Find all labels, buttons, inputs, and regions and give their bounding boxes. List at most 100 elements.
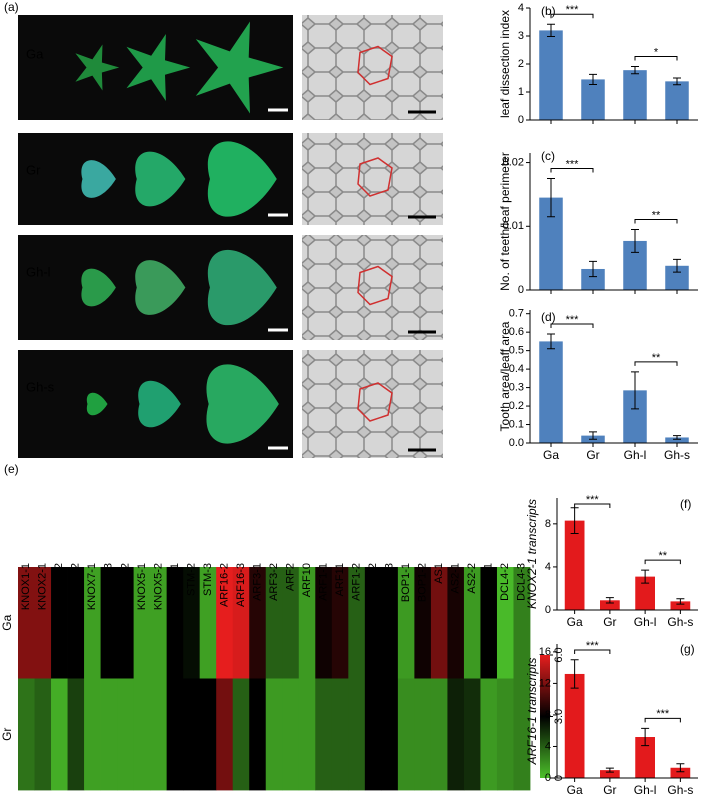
y-tick-label: 16	[539, 646, 551, 658]
column-label: ARF1-2	[350, 563, 362, 601]
heatmap-cell	[430, 567, 448, 679]
bar	[665, 265, 689, 290]
axes	[529, 8, 698, 121]
y-tick-label: 4	[545, 740, 551, 752]
x-tick-label: Gr	[603, 783, 616, 796]
column-label: ARF10	[301, 563, 313, 597]
significance-bracket	[574, 503, 611, 508]
heatmap-cell	[315, 567, 333, 679]
heatmap-cell	[249, 567, 267, 679]
y-tick-label: 1	[518, 86, 524, 98]
error-bar	[547, 333, 555, 350]
bar	[564, 520, 585, 610]
heatmap-cell	[397, 567, 415, 679]
error-bar	[673, 435, 681, 440]
column-label: KNOX1-2	[53, 563, 65, 610]
heatmap-cell	[166, 567, 184, 679]
bar	[665, 81, 689, 120]
error-bar	[631, 228, 639, 253]
panel-label: (f)	[680, 497, 691, 511]
heatmap-cell	[232, 678, 250, 791]
heatmap-cell	[364, 678, 382, 791]
column-label: STM-3	[202, 563, 214, 596]
significance-label: ***	[566, 158, 580, 170]
row-label: Ga	[26, 46, 44, 61]
leaf	[206, 364, 279, 444]
heatmap-cell	[282, 567, 300, 679]
column-label: DCL4-2	[499, 563, 511, 601]
y-tick-label: 0	[545, 604, 551, 616]
y-tick-label: 0	[518, 284, 524, 296]
heatmap-cell	[150, 567, 168, 679]
bar	[670, 767, 691, 778]
significance-bracket	[634, 56, 678, 61]
bar	[623, 390, 647, 443]
bar	[539, 341, 563, 443]
column-label: BOP1-1	[400, 563, 412, 602]
heatmap-cell	[150, 678, 168, 791]
heatmap-cell	[480, 567, 498, 679]
panel-label: (d)	[541, 310, 556, 324]
heatmap-cell	[67, 567, 85, 679]
heatmap-cell	[18, 678, 35, 791]
x-tick-label: Gh-s	[667, 615, 693, 629]
column-label: AS1	[433, 563, 445, 584]
y-tick-label: 0	[518, 114, 524, 126]
significance-label: *	[654, 46, 659, 58]
error-bar	[641, 727, 650, 747]
column-label: STM-1	[169, 563, 181, 596]
bar	[623, 70, 647, 120]
column-label: ARF16-2	[218, 563, 230, 607]
heatmap-cell	[199, 678, 217, 791]
y-axis-label: ARF16-1 transcripts	[525, 658, 539, 766]
significance-bracket	[644, 717, 681, 723]
heatmap-cell	[513, 678, 531, 791]
error-bar	[605, 767, 614, 773]
bar	[665, 437, 689, 443]
bar	[539, 30, 563, 120]
heatmap-cell	[117, 678, 135, 791]
cell-outline	[357, 157, 393, 197]
significance-bracket	[574, 649, 611, 654]
heatmap-cell	[315, 678, 333, 791]
error-bar	[676, 598, 685, 605]
y-axis-label: Tooth area/leaff area	[498, 321, 512, 431]
leaf	[81, 160, 116, 198]
heatmap-cell	[463, 678, 481, 791]
y-axis-label: leaf dissection index	[498, 10, 512, 118]
heatmap-cell	[397, 678, 415, 791]
column-label: ARF11	[334, 563, 346, 596]
column-label: CUC2	[367, 563, 379, 593]
error-bar	[641, 569, 650, 584]
error-bar	[631, 371, 639, 410]
bar	[564, 673, 585, 778]
bar	[600, 770, 620, 778]
panel-label: (a)	[4, 0, 19, 14]
y-tick-label: 0.7	[509, 308, 524, 320]
panel-label: (c)	[541, 149, 555, 163]
significance-label: ***	[586, 494, 600, 506]
leaf	[195, 21, 284, 114]
axes	[556, 498, 698, 611]
heatmap-cell	[381, 678, 399, 791]
leaf	[207, 141, 277, 217]
column-label: DCL4-3	[516, 563, 528, 601]
y-tick-label: 0.01	[503, 220, 524, 232]
heatmap-cell	[480, 678, 498, 791]
column-label: KNOX7-1	[86, 563, 98, 610]
micrograph	[302, 133, 443, 225]
leaf	[75, 44, 120, 91]
row-label: Gh-l	[26, 264, 51, 279]
significance-bracket	[634, 218, 678, 224]
heatmap-cell	[496, 678, 514, 791]
heatmap-cell	[348, 567, 366, 679]
column-label: BOP1-2	[417, 563, 429, 602]
heatmap-cell	[34, 678, 52, 791]
heatmap-cell	[133, 678, 151, 791]
heatmap-cell	[414, 567, 432, 679]
heatmap-cell	[463, 567, 481, 679]
heatmap-cell	[133, 567, 151, 679]
heatmap-cell	[282, 678, 300, 791]
bar	[635, 576, 655, 610]
